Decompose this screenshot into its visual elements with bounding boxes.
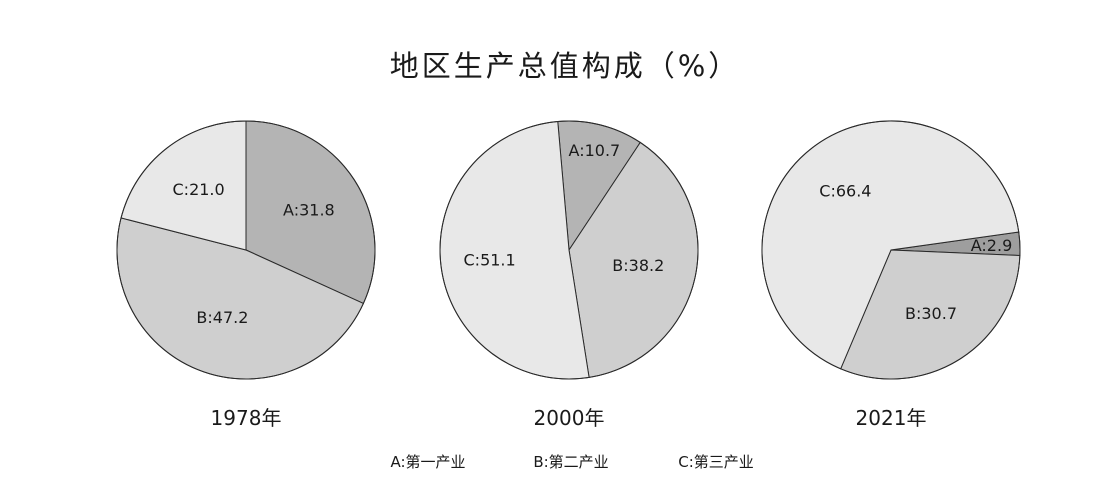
- legend: A:第一产业 B:第二产业 C:第三产业: [390, 453, 753, 471]
- slice-label-a: A:2.9: [971, 236, 1013, 255]
- slice-label-b: B:30.7: [905, 304, 957, 323]
- pie-outline: [116, 120, 376, 380]
- slice-label-b: B:38.2: [612, 256, 664, 275]
- pie-1: A:10.7 B:38.2 C:51.1 2000年: [439, 120, 699, 430]
- chart-title: 地区生产总值构成（%）: [390, 49, 741, 83]
- pie-outline: [439, 120, 699, 380]
- slice-label-a: A:31.8: [283, 201, 335, 220]
- pie-outline: [761, 120, 1021, 380]
- year-label: 2021年: [856, 406, 927, 430]
- pie-charts-group: A:31.8 B:47.2 C:21.0 1978年 A:10.7 B:38.2 C:51.…: [116, 120, 1021, 430]
- pie-0: A:31.8 B:47.2 C:21.0 1978年: [116, 120, 376, 430]
- slice-label-b: B:47.2: [196, 308, 248, 327]
- slice-label-a: A:10.7: [569, 141, 621, 160]
- slice-label-c: C:21.0: [173, 180, 225, 199]
- slice-label-c: C:66.4: [819, 182, 871, 201]
- year-label: 2000年: [534, 406, 605, 430]
- legend-entry-a: A:第一产业: [390, 453, 465, 471]
- legend-entry-b: B:第二产业: [533, 453, 608, 471]
- year-label: 1978年: [211, 406, 282, 430]
- legend-entry-c: C:第三产业: [678, 453, 754, 471]
- pie-2: A:2.9 B:30.7 C:66.4 2021年: [761, 120, 1021, 430]
- slice-label-c: C:51.1: [464, 251, 516, 270]
